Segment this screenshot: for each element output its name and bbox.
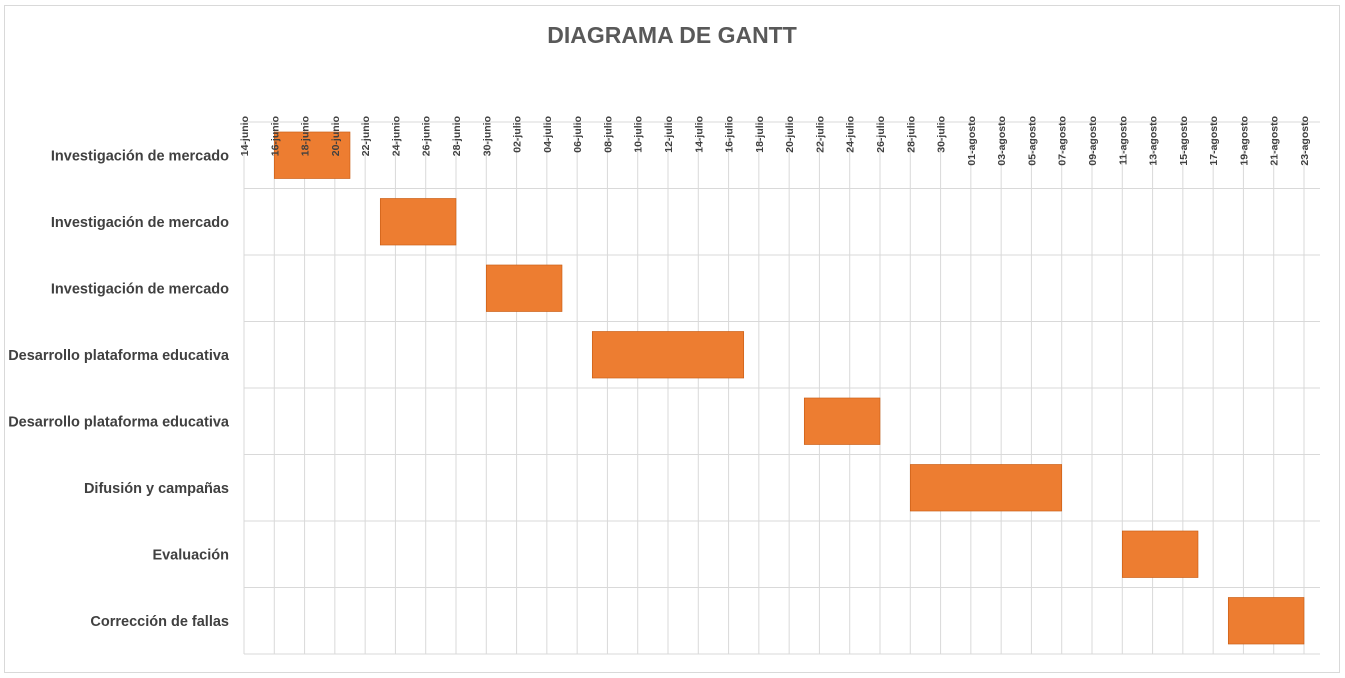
y-axis-categories: Investigación de mercado Investigación de… bbox=[8, 148, 230, 630]
x-tick-label: 16-julio bbox=[724, 116, 736, 153]
x-tick-label: 20-junio bbox=[330, 116, 342, 156]
x-tick-label: 14-julio bbox=[693, 116, 705, 153]
gantt-bar bbox=[803, 397, 881, 445]
x-tick-label: 06-julio bbox=[572, 116, 584, 153]
x-tick-label: 14-junio bbox=[239, 116, 251, 156]
x-tick-label: 24-julio bbox=[845, 116, 857, 153]
x-tick-label: 20-julio bbox=[784, 116, 796, 153]
x-tick-label: 30-junio bbox=[481, 116, 493, 156]
x-tick-label: 12-julio bbox=[663, 116, 675, 153]
x-tick-label: 16-junio bbox=[269, 116, 281, 156]
x-tick-label: 08-julio bbox=[602, 116, 614, 153]
gantt-bar bbox=[1227, 597, 1305, 645]
gantt-bar bbox=[909, 464, 1063, 512]
x-tick-label: 01-agosto bbox=[966, 116, 978, 166]
x-tick-label: 28-julio bbox=[905, 116, 917, 153]
x-axis-ticks: 14-junio 16-junio 18-junio 20-junio 22-junio… bbox=[239, 116, 1311, 166]
gantt-bar bbox=[591, 331, 745, 379]
x-tick-label: 18-julio bbox=[754, 116, 766, 153]
x-tick-label: 19-agosto bbox=[1238, 116, 1250, 166]
y-category-label: Corrección de fallas bbox=[90, 614, 229, 630]
x-tick-label: 28-junio bbox=[451, 116, 463, 156]
x-tick-label: 24-junio bbox=[390, 116, 402, 156]
x-tick-label: 26-junio bbox=[421, 116, 433, 156]
x-tick-label: 03-agosto bbox=[996, 116, 1008, 166]
gantt-bar bbox=[273, 131, 351, 179]
x-tick-label: 17-agosto bbox=[1208, 116, 1220, 166]
x-tick-label: 15-agosto bbox=[1178, 116, 1190, 166]
y-category-label: Investigación de mercado bbox=[51, 215, 229, 231]
x-tick-label: 21-agosto bbox=[1269, 116, 1281, 166]
y-category-label: Desarrollo plataforma educativa bbox=[8, 414, 230, 430]
y-category-label: Desarrollo plataforma educativa bbox=[8, 348, 230, 364]
chart-title: DIAGRAMA DE GANTT bbox=[547, 22, 797, 48]
x-tick-label: 04-julio bbox=[542, 116, 554, 153]
x-tick-label: 13-agosto bbox=[1148, 116, 1160, 166]
y-category-label: Investigación de mercado bbox=[51, 281, 229, 297]
x-tick-label: 07-agosto bbox=[1057, 116, 1069, 166]
gantt-bars bbox=[273, 131, 1305, 645]
x-tick-label: 05-agosto bbox=[1026, 116, 1038, 166]
y-category-label: Difusión y campañas bbox=[84, 481, 229, 497]
gantt-bar bbox=[485, 264, 563, 312]
x-tick-label: 30-julio bbox=[936, 116, 948, 153]
x-tick-label: 23-agosto bbox=[1299, 116, 1311, 166]
x-tick-label: 11-agosto bbox=[1117, 116, 1129, 165]
gantt-bar bbox=[1121, 530, 1199, 578]
x-tick-label: 10-julio bbox=[633, 116, 645, 153]
x-tick-label: 22-junio bbox=[360, 116, 372, 156]
x-tick-label: 18-junio bbox=[300, 116, 312, 156]
x-tick-label: 26-julio bbox=[875, 116, 887, 153]
gantt-bar bbox=[379, 198, 457, 246]
y-category-label: Investigación de mercado bbox=[51, 148, 229, 164]
x-tick-label: 22-julio bbox=[814, 116, 826, 153]
x-tick-label: 02-julio bbox=[512, 116, 524, 153]
chart-grid bbox=[243, 121, 1320, 655]
x-tick-label: 09-agosto bbox=[1087, 116, 1099, 166]
y-category-label: Evaluación bbox=[152, 547, 229, 563]
